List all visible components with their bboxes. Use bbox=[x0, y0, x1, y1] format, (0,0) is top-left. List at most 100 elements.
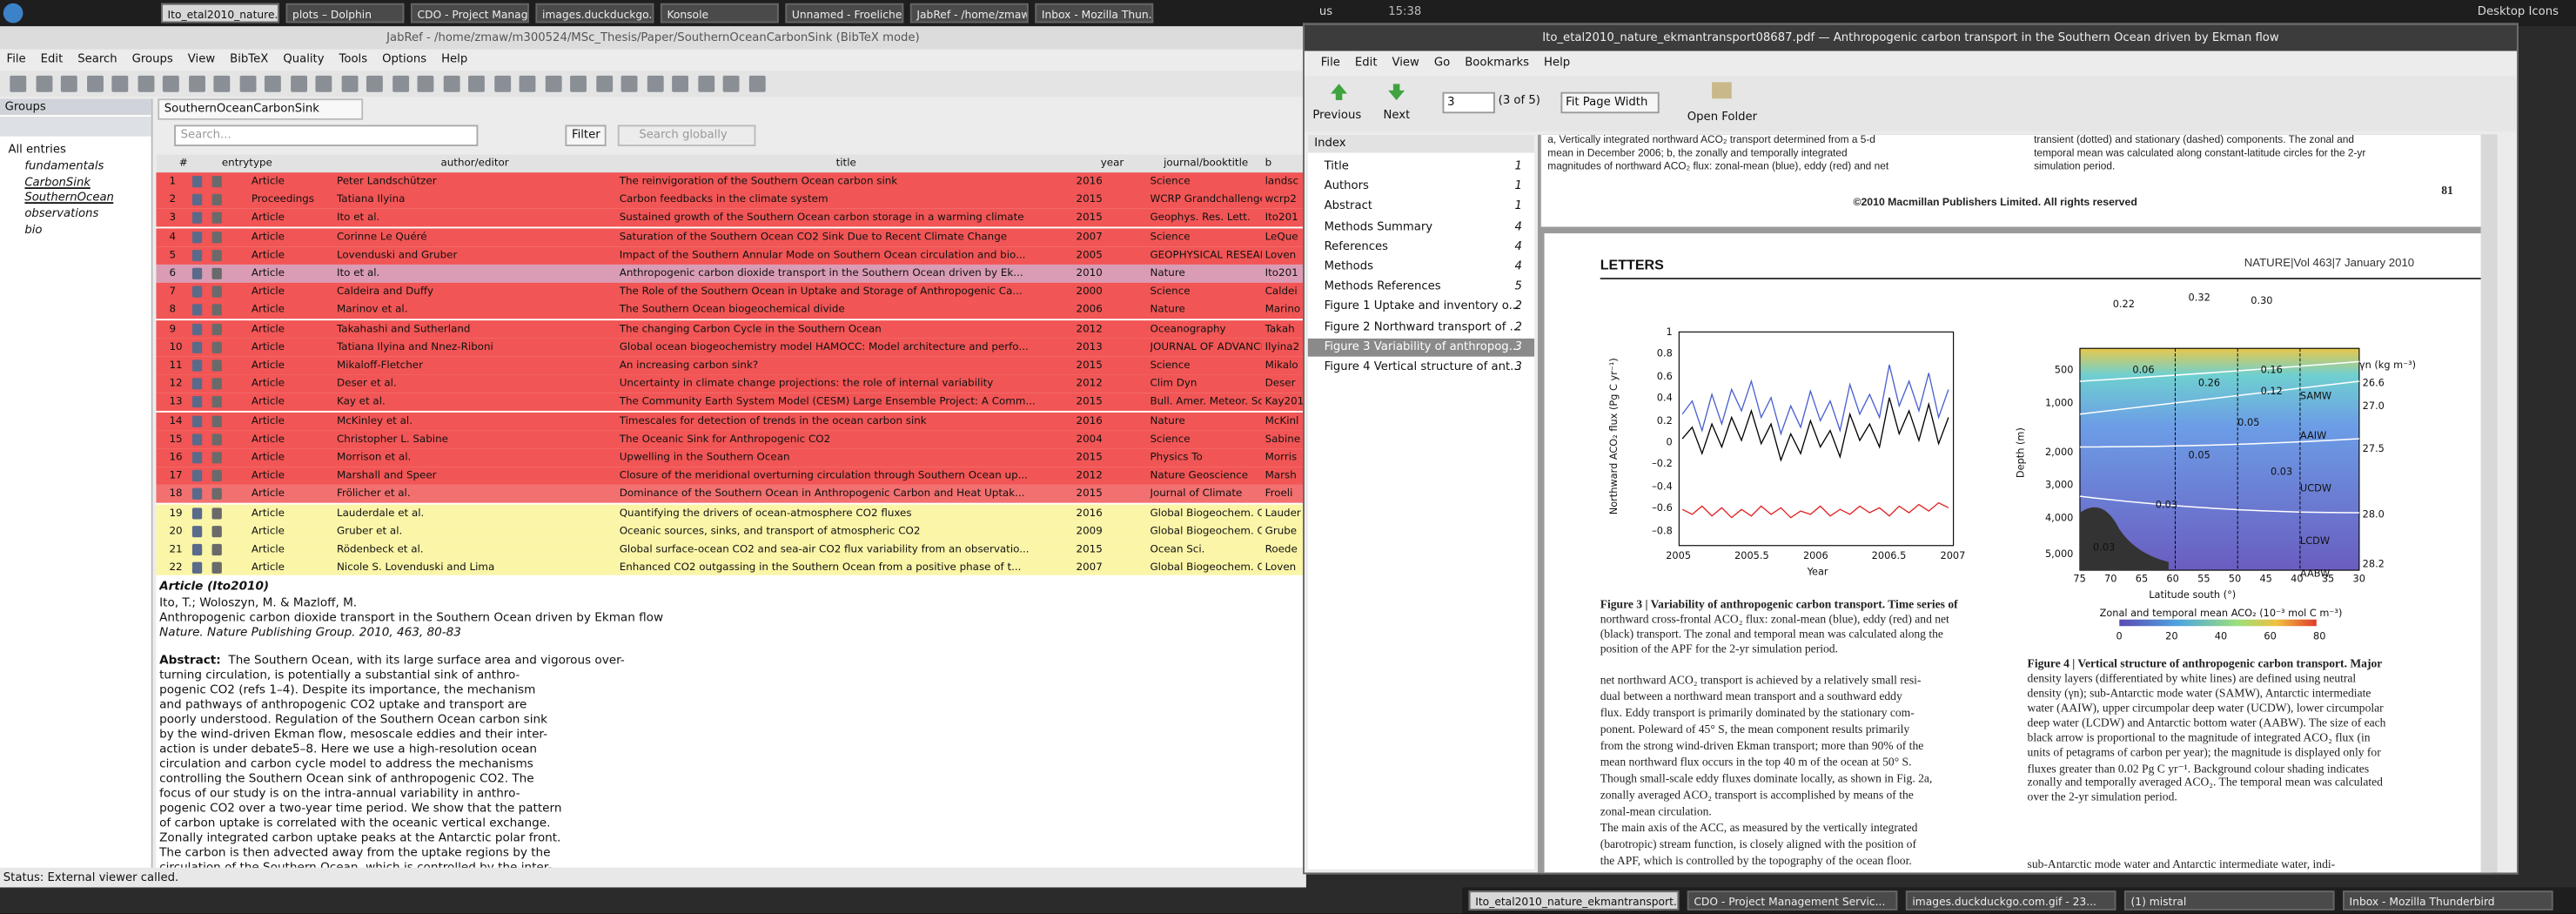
link-icon[interactable] bbox=[211, 543, 222, 556]
file-icon[interactable] bbox=[191, 341, 203, 353]
toolbar-icon[interactable] bbox=[519, 75, 536, 92]
task-button[interactable]: Ito_etal2010_nature_ekmantransport... bbox=[1468, 890, 1680, 911]
index-label[interactable]: Methods Summary bbox=[1324, 219, 1433, 233]
table-row[interactable]: 10 Article Tatiana Ilyina and Nnez-Riboni G… bbox=[156, 338, 1306, 357]
index-item[interactable]: Figure 3 Variability of anthropog... 3 bbox=[1307, 338, 1535, 357]
task-button[interactable]: Konsole bbox=[660, 3, 779, 24]
file-icon[interactable] bbox=[191, 212, 203, 225]
table-row[interactable]: 21 Article Rödenbeck et al. Global surface-… bbox=[156, 541, 1306, 559]
index-label[interactable]: References bbox=[1324, 239, 1389, 253]
menu-item[interactable]: Tools bbox=[339, 52, 368, 66]
file-icon[interactable] bbox=[191, 414, 203, 427]
link-icon[interactable] bbox=[211, 360, 222, 372]
toolbar-icon[interactable] bbox=[213, 75, 231, 92]
previous-button[interactable]: Previous bbox=[1312, 108, 1362, 122]
index-label[interactable]: Authors bbox=[1324, 179, 1369, 193]
table-row[interactable]: 2 Proceedings Tatiana Ilyina Carbon feedbac… bbox=[156, 191, 1306, 210]
toolbar-icon[interactable] bbox=[595, 75, 613, 92]
toolbar-icon[interactable] bbox=[570, 75, 587, 92]
next-icon[interactable] bbox=[1388, 84, 1405, 101]
column-header[interactable]: year bbox=[1100, 158, 1124, 170]
toolbar-icon[interactable] bbox=[60, 75, 77, 92]
column-header[interactable]: author/editor bbox=[440, 158, 509, 170]
table-row[interactable]: 4 Article Corinne Le Quéré Saturation of th… bbox=[156, 227, 1306, 246]
group-item[interactable]: CarbonSink bbox=[24, 175, 91, 189]
link-icon[interactable] bbox=[211, 341, 222, 353]
index-label[interactable]: Figure 1 Uptake and inventory o... bbox=[1324, 299, 1520, 313]
index-item[interactable]: Authors 1 bbox=[1308, 178, 1535, 196]
index-item[interactable]: Figure 4 Vertical structure of ant... 3 bbox=[1308, 359, 1535, 377]
index-item[interactable]: Title 1 bbox=[1308, 158, 1535, 176]
search-global-button[interactable]: Search globally bbox=[617, 124, 756, 147]
toolbar-icon[interactable] bbox=[442, 75, 460, 92]
index-item[interactable]: References 4 bbox=[1308, 238, 1535, 256]
file-icon[interactable] bbox=[191, 396, 203, 408]
link-icon[interactable] bbox=[211, 525, 222, 537]
index-label[interactable]: Figure 3 Variability of anthropog... bbox=[1324, 339, 1520, 353]
toolbar-icon[interactable] bbox=[544, 75, 561, 92]
link-icon[interactable] bbox=[211, 378, 222, 390]
table-row[interactable]: 22 Article Nicole S. Lovenduski and Lima En… bbox=[156, 559, 1306, 577]
menu-item[interactable]: Search bbox=[77, 52, 117, 66]
task-button[interactable]: (1) mistral bbox=[2123, 890, 2335, 911]
file-icon[interactable] bbox=[191, 231, 203, 243]
toolbar-icon[interactable] bbox=[697, 75, 714, 92]
keyboard-layout[interactable]: us bbox=[1318, 4, 1333, 18]
column-header[interactable]: b bbox=[1265, 158, 1272, 170]
task-button[interactable]: JabRef - /home/zmaw bbox=[909, 3, 1029, 24]
index-item[interactable]: Abstract 1 bbox=[1308, 198, 1535, 216]
link-icon[interactable] bbox=[211, 452, 222, 464]
index-item[interactable]: Methods 4 bbox=[1308, 258, 1535, 276]
link-icon[interactable] bbox=[211, 470, 222, 482]
toolbar-icon[interactable] bbox=[417, 75, 434, 92]
table-row[interactable]: 20 Article Gruber et al. Oceanic sources, s… bbox=[156, 521, 1306, 541]
link-icon[interactable] bbox=[211, 249, 222, 261]
desktop-icons[interactable]: Desktop Icons bbox=[2477, 4, 2559, 18]
index-label[interactable]: Title bbox=[1324, 159, 1349, 173]
toolbar-icon[interactable] bbox=[722, 75, 740, 92]
task-button[interactable]: images.duckduckgo.com.gif - 23... bbox=[1905, 890, 2116, 911]
index-page[interactable]: 1 bbox=[1514, 159, 1522, 173]
file-icon[interactable] bbox=[191, 286, 203, 299]
file-icon[interactable] bbox=[191, 543, 203, 556]
file-icon[interactable] bbox=[191, 267, 203, 279]
menu-item[interactable]: Options bbox=[382, 52, 427, 66]
group-item[interactable]: All entries bbox=[8, 143, 66, 157]
open-folder-button[interactable]: Open Folder bbox=[1687, 110, 1758, 124]
link-icon[interactable] bbox=[211, 267, 222, 279]
index-page[interactable]: 1 bbox=[1514, 179, 1522, 193]
toolbar-icon[interactable] bbox=[188, 75, 205, 92]
link-icon[interactable] bbox=[211, 212, 222, 225]
task-button[interactable]: Unnamed - Froelicher bbox=[785, 3, 904, 24]
folder-icon[interactable] bbox=[1712, 82, 1732, 99]
table-row[interactable]: 6 Article Ito et al. Anthropogenic carbon d… bbox=[156, 264, 1306, 283]
toolbar-icon[interactable] bbox=[137, 75, 154, 92]
index-page[interactable]: 4 bbox=[1514, 219, 1522, 233]
file-icon[interactable] bbox=[191, 561, 203, 575]
table-row[interactable]: 18 Article Frölicher et al. Dominance of th… bbox=[156, 485, 1306, 504]
file-icon[interactable] bbox=[191, 249, 203, 261]
file-icon[interactable] bbox=[191, 194, 203, 206]
index-page[interactable]: 3 bbox=[1514, 360, 1522, 373]
task-button[interactable]: plots – Dolphin bbox=[285, 3, 405, 24]
file-icon[interactable] bbox=[191, 507, 203, 519]
link-icon[interactable] bbox=[211, 304, 222, 317]
toolbar-icon[interactable] bbox=[111, 75, 129, 92]
previous-icon[interactable] bbox=[1331, 84, 1347, 101]
index-page[interactable]: 3 bbox=[1514, 339, 1522, 353]
menu-item[interactable]: File bbox=[6, 52, 26, 66]
toolbar-icon[interactable] bbox=[340, 75, 358, 92]
task-button[interactable]: images.duckduckgo... bbox=[535, 3, 654, 24]
menu-item[interactable]: Edit bbox=[1354, 56, 1378, 70]
index-label[interactable]: Figure 2 Northward transport of ... bbox=[1324, 319, 1521, 333]
column-header[interactable]: journal/booktitle bbox=[1164, 158, 1249, 170]
toolbar-icon[interactable] bbox=[315, 75, 332, 92]
link-icon[interactable] bbox=[211, 507, 222, 519]
toolbar-icon[interactable] bbox=[468, 75, 485, 92]
clock[interactable]: 15:38 bbox=[1388, 4, 1422, 18]
group-item[interactable]: fundamentals bbox=[24, 158, 104, 172]
next-button[interactable]: Next bbox=[1383, 108, 1411, 122]
file-icon[interactable] bbox=[191, 470, 203, 482]
index-page[interactable]: 4 bbox=[1514, 239, 1522, 253]
link-icon[interactable] bbox=[211, 194, 222, 206]
